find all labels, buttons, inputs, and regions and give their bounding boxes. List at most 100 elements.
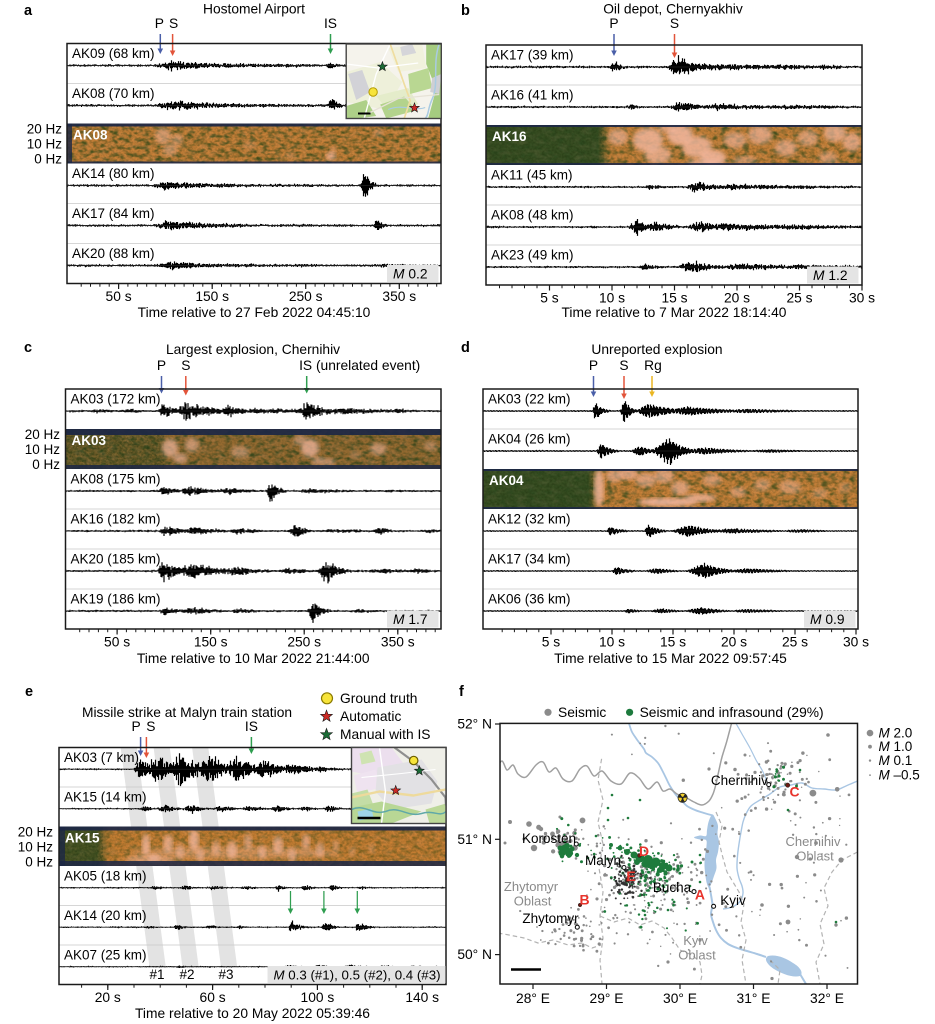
svg-text:AK16 (41 km): AK16 (41 km) <box>491 88 574 103</box>
svg-text:150 s: 150 s <box>194 635 228 650</box>
svg-text:32° E: 32° E <box>810 991 844 1006</box>
svg-text:Oblast: Oblast <box>796 849 834 864</box>
svg-text:Oblast: Oblast <box>514 894 552 909</box>
svg-text:IS: IS <box>245 719 258 734</box>
svg-text:P: P <box>589 358 598 373</box>
svg-text:52° N: 52° N <box>457 717 492 732</box>
svg-text:D: D <box>639 843 649 859</box>
svg-text:Chernihiv: Chernihiv <box>711 773 768 788</box>
svg-text:AK03: AK03 <box>72 433 107 448</box>
svg-text:AK17 (39 km): AK17 (39 km) <box>491 48 574 63</box>
svg-text:M –0.5: M –0.5 <box>879 768 920 783</box>
svg-text:250 s: 250 s <box>287 635 321 650</box>
svg-text:50 s: 50 s <box>106 289 132 304</box>
svg-text:AK08 (175 km): AK08 (175 km) <box>71 472 161 487</box>
svg-text:AK08 (48 km): AK08 (48 km) <box>491 208 574 223</box>
svg-text:AK08: AK08 <box>73 128 108 143</box>
svg-text:Ground truth: Ground truth <box>340 691 417 706</box>
svg-text:AK20 (88 km): AK20 (88 km) <box>72 246 155 261</box>
svg-text:AK23 (49 km): AK23 (49 km) <box>491 248 574 263</box>
svg-text:S: S <box>619 358 628 373</box>
svg-text:0 Hz: 0 Hz <box>34 152 62 167</box>
svg-text:#3: #3 <box>218 967 233 982</box>
svg-text:Oblast: Oblast <box>678 948 716 963</box>
svg-text:AK03 (22 km): AK03 (22 km) <box>488 392 571 407</box>
svg-text:150 s: 150 s <box>195 289 229 304</box>
svg-text:10 s: 10 s <box>599 635 625 650</box>
svg-text:50 s: 50 s <box>104 635 130 650</box>
svg-text:M 0.9: M 0.9 <box>810 612 845 627</box>
svg-text:AK03 (7 km): AK03 (7 km) <box>64 750 139 765</box>
svg-text:#2: #2 <box>179 967 194 982</box>
svg-text:AK08 (70 km): AK08 (70 km) <box>72 86 155 101</box>
svg-text:AK15 (14 km): AK15 (14 km) <box>64 790 147 805</box>
svg-text:350 s: 350 s <box>382 289 416 304</box>
svg-text:M 1.7: M 1.7 <box>393 612 428 627</box>
svg-text:P: P <box>155 16 164 31</box>
svg-text:20 Hz: 20 Hz <box>25 427 61 442</box>
svg-text:f: f <box>459 684 464 700</box>
svg-text:Seismic and infrasound (29%): Seismic and infrasound (29%) <box>640 705 824 720</box>
svg-text:AK06 (36 km): AK06 (36 km) <box>488 592 571 607</box>
svg-text:AK07 (25 km): AK07 (25 km) <box>64 948 147 963</box>
svg-text:S: S <box>670 16 679 31</box>
svg-text:Seismic: Seismic <box>558 705 606 720</box>
svg-text:S: S <box>146 719 155 734</box>
svg-text:AK17 (34 km): AK17 (34 km) <box>488 552 571 567</box>
svg-text:100 s: 100 s <box>301 990 335 1005</box>
svg-text:Time relative to 10 Mar 2022 2: Time relative to 10 Mar 2022 21:44:00 <box>137 651 370 666</box>
svg-text:0 Hz: 0 Hz <box>25 855 53 870</box>
svg-text:AK04: AK04 <box>489 473 524 488</box>
svg-text:250 s: 250 s <box>289 289 323 304</box>
svg-text:Kyiv: Kyiv <box>683 933 708 948</box>
svg-text:10 Hz: 10 Hz <box>25 442 61 457</box>
svg-text:AK20 (185 km): AK20 (185 km) <box>71 552 161 567</box>
svg-text:350 s: 350 s <box>381 635 415 650</box>
svg-text:29° E: 29° E <box>590 991 624 1006</box>
svg-text:Kyiv: Kyiv <box>720 893 746 908</box>
svg-text:P: P <box>157 358 166 373</box>
svg-text:AK17 (84 km): AK17 (84 km) <box>72 206 155 221</box>
svg-text:31° E: 31° E <box>737 991 771 1006</box>
svg-text:AK03 (172 km): AK03 (172 km) <box>71 392 161 407</box>
svg-text:S: S <box>181 358 190 373</box>
svg-text:10 s: 10 s <box>599 291 625 306</box>
svg-text:AK14 (80 km): AK14 (80 km) <box>72 166 155 181</box>
svg-text:15 s: 15 s <box>660 635 686 650</box>
svg-text:AK14 (20 km): AK14 (20 km) <box>64 908 147 923</box>
svg-text:25 s: 25 s <box>782 635 808 650</box>
svg-text:Missile strike at Malyn train: Missile strike at Malyn train station <box>82 705 292 720</box>
svg-text:AK04 (26 km): AK04 (26 km) <box>488 432 571 447</box>
svg-text:E: E <box>626 868 635 884</box>
svg-text:M 0.2: M 0.2 <box>393 267 428 282</box>
svg-text:d: d <box>461 340 470 356</box>
svg-text:M 0.1: M 0.1 <box>879 753 913 768</box>
svg-text:AK09 (68 km): AK09 (68 km) <box>72 46 155 61</box>
svg-text:Automatic: Automatic <box>340 709 401 724</box>
svg-text:AK05 (18 km): AK05 (18 km) <box>64 869 147 884</box>
svg-text:e: e <box>25 684 33 700</box>
svg-text:IS: IS <box>324 16 337 31</box>
svg-text:AK16 (182 km): AK16 (182 km) <box>71 512 161 527</box>
svg-text:140 s: 140 s <box>405 990 439 1005</box>
svg-text:S: S <box>169 16 178 31</box>
svg-text:P: P <box>609 16 618 31</box>
svg-text:P: P <box>131 719 140 734</box>
svg-text:Time relative to 27 Feb 2022 0: Time relative to 27 Feb 2022 04:45:10 <box>138 305 371 320</box>
svg-text:20 Hz: 20 Hz <box>18 825 54 840</box>
svg-text:5 s: 5 s <box>540 291 559 306</box>
svg-text:0 Hz: 0 Hz <box>32 457 60 472</box>
svg-text:20 Hz: 20 Hz <box>27 122 63 137</box>
svg-text:IS (unrelated event): IS (unrelated event) <box>299 358 420 373</box>
svg-text:Largest explosion, Chernihiv: Largest explosion, Chernihiv <box>166 342 340 357</box>
svg-text:Manual with IS: Manual with IS <box>340 727 431 742</box>
svg-text:M 1.0: M 1.0 <box>879 739 913 754</box>
svg-text:30 s: 30 s <box>843 635 869 650</box>
svg-text:20 s: 20 s <box>721 635 747 650</box>
svg-text:M 1.2: M 1.2 <box>813 268 848 283</box>
svg-text:Oil depot, Chernyakhiv: Oil depot, Chernyakhiv <box>603 2 743 17</box>
svg-text:C: C <box>790 784 800 800</box>
svg-text:a: a <box>24 3 33 19</box>
svg-text:Malyn: Malyn <box>585 853 621 868</box>
svg-text:10 Hz: 10 Hz <box>27 137 63 152</box>
